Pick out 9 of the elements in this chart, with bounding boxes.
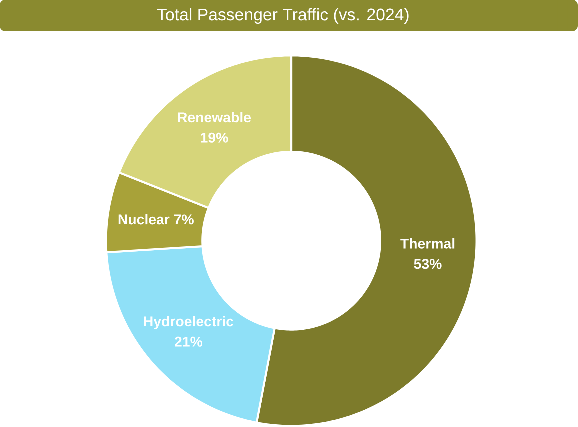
chart-title: Total Passenger Traffic (vs. 2024) [157,8,409,24]
data-label: 21% [175,336,202,347]
slice-label: Nuclear [118,214,170,225]
data-label: 53% [414,259,442,270]
slice-label: Renewable [178,112,252,123]
data-label: 19% [201,132,228,143]
slice-label: Hydroelectric [144,316,234,330]
data-label: 7% [174,214,194,225]
slice-label: Thermal [400,238,455,249]
